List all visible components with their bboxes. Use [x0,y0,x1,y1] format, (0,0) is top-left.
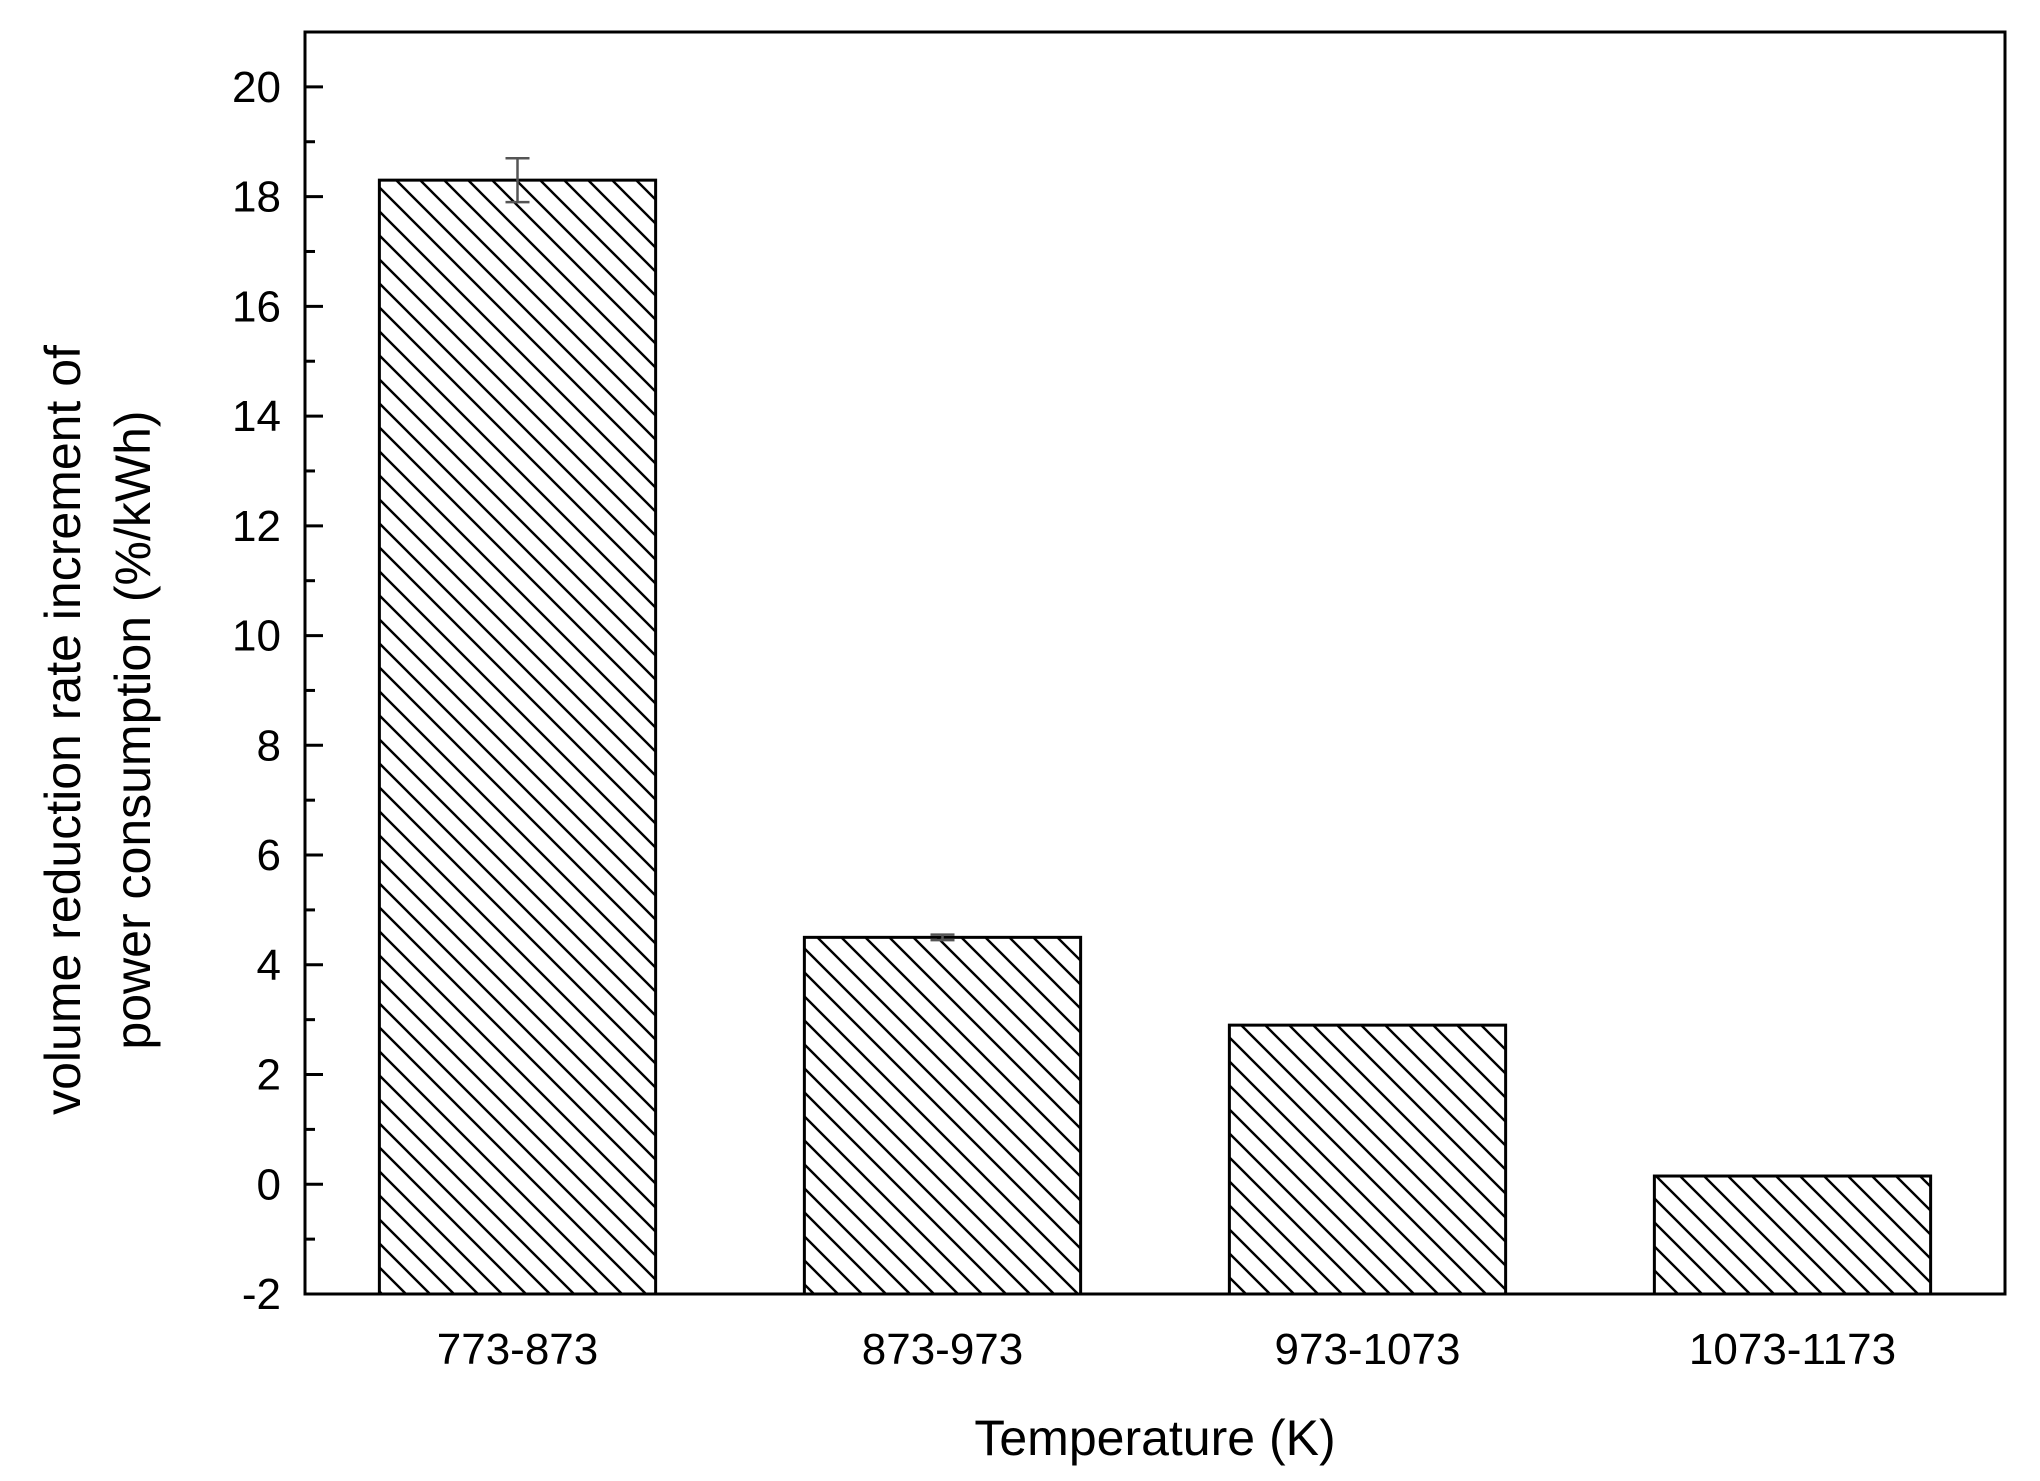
y-axis-title-line-2: power consumption (%/kWh) [105,410,161,1049]
y-tick-label: 18 [232,173,281,222]
x-axis-tick-labels: 773-873 873-973 973-1073 1073-1173 [437,1325,1896,1374]
y-axis-title-line-1: volume reduction rate increment of [35,345,91,1115]
y-tick-label: 14 [232,392,281,441]
plot-frame [303,30,2007,1296]
error-bars-layer [505,156,955,942]
x-axis-title: Temperature (K) [974,1410,1335,1466]
bars-layer [377,178,1933,1296]
y-tick-label: 16 [232,282,281,331]
x-tick-label-973-1073: 973-1073 [1275,1325,1461,1374]
x-tick-label-773-873: 773-873 [437,1325,598,1374]
y-axis-ticks [305,85,323,1296]
y-tick-label: 12 [232,502,281,551]
y-tick-label: 20 [232,63,281,112]
y-tick-label: 2 [257,1051,281,1100]
bar-773-873 [377,178,658,1296]
y-axis-title: volume reduction rate increment of power… [35,345,161,1115]
y-tick-label: 0 [257,1160,281,1209]
y-tick-label: -2 [242,1270,281,1319]
bar-873-973 [802,935,1083,1296]
y-tick-label: 8 [257,721,281,770]
y-tick-label: 4 [257,941,281,990]
bar-973-1073 [1227,1023,1508,1296]
x-tick-label-1073-1173: 1073-1173 [1689,1325,1896,1374]
y-axis-tick-labels: -2 0 2 4 6 8 10 12 14 16 18 20 [232,63,281,1319]
x-tick-label-873-973: 873-973 [862,1325,1023,1374]
y-tick-label: 10 [232,612,281,661]
bar-1073-1173 [1652,1174,1933,1296]
y-tick-label: 6 [257,831,281,880]
